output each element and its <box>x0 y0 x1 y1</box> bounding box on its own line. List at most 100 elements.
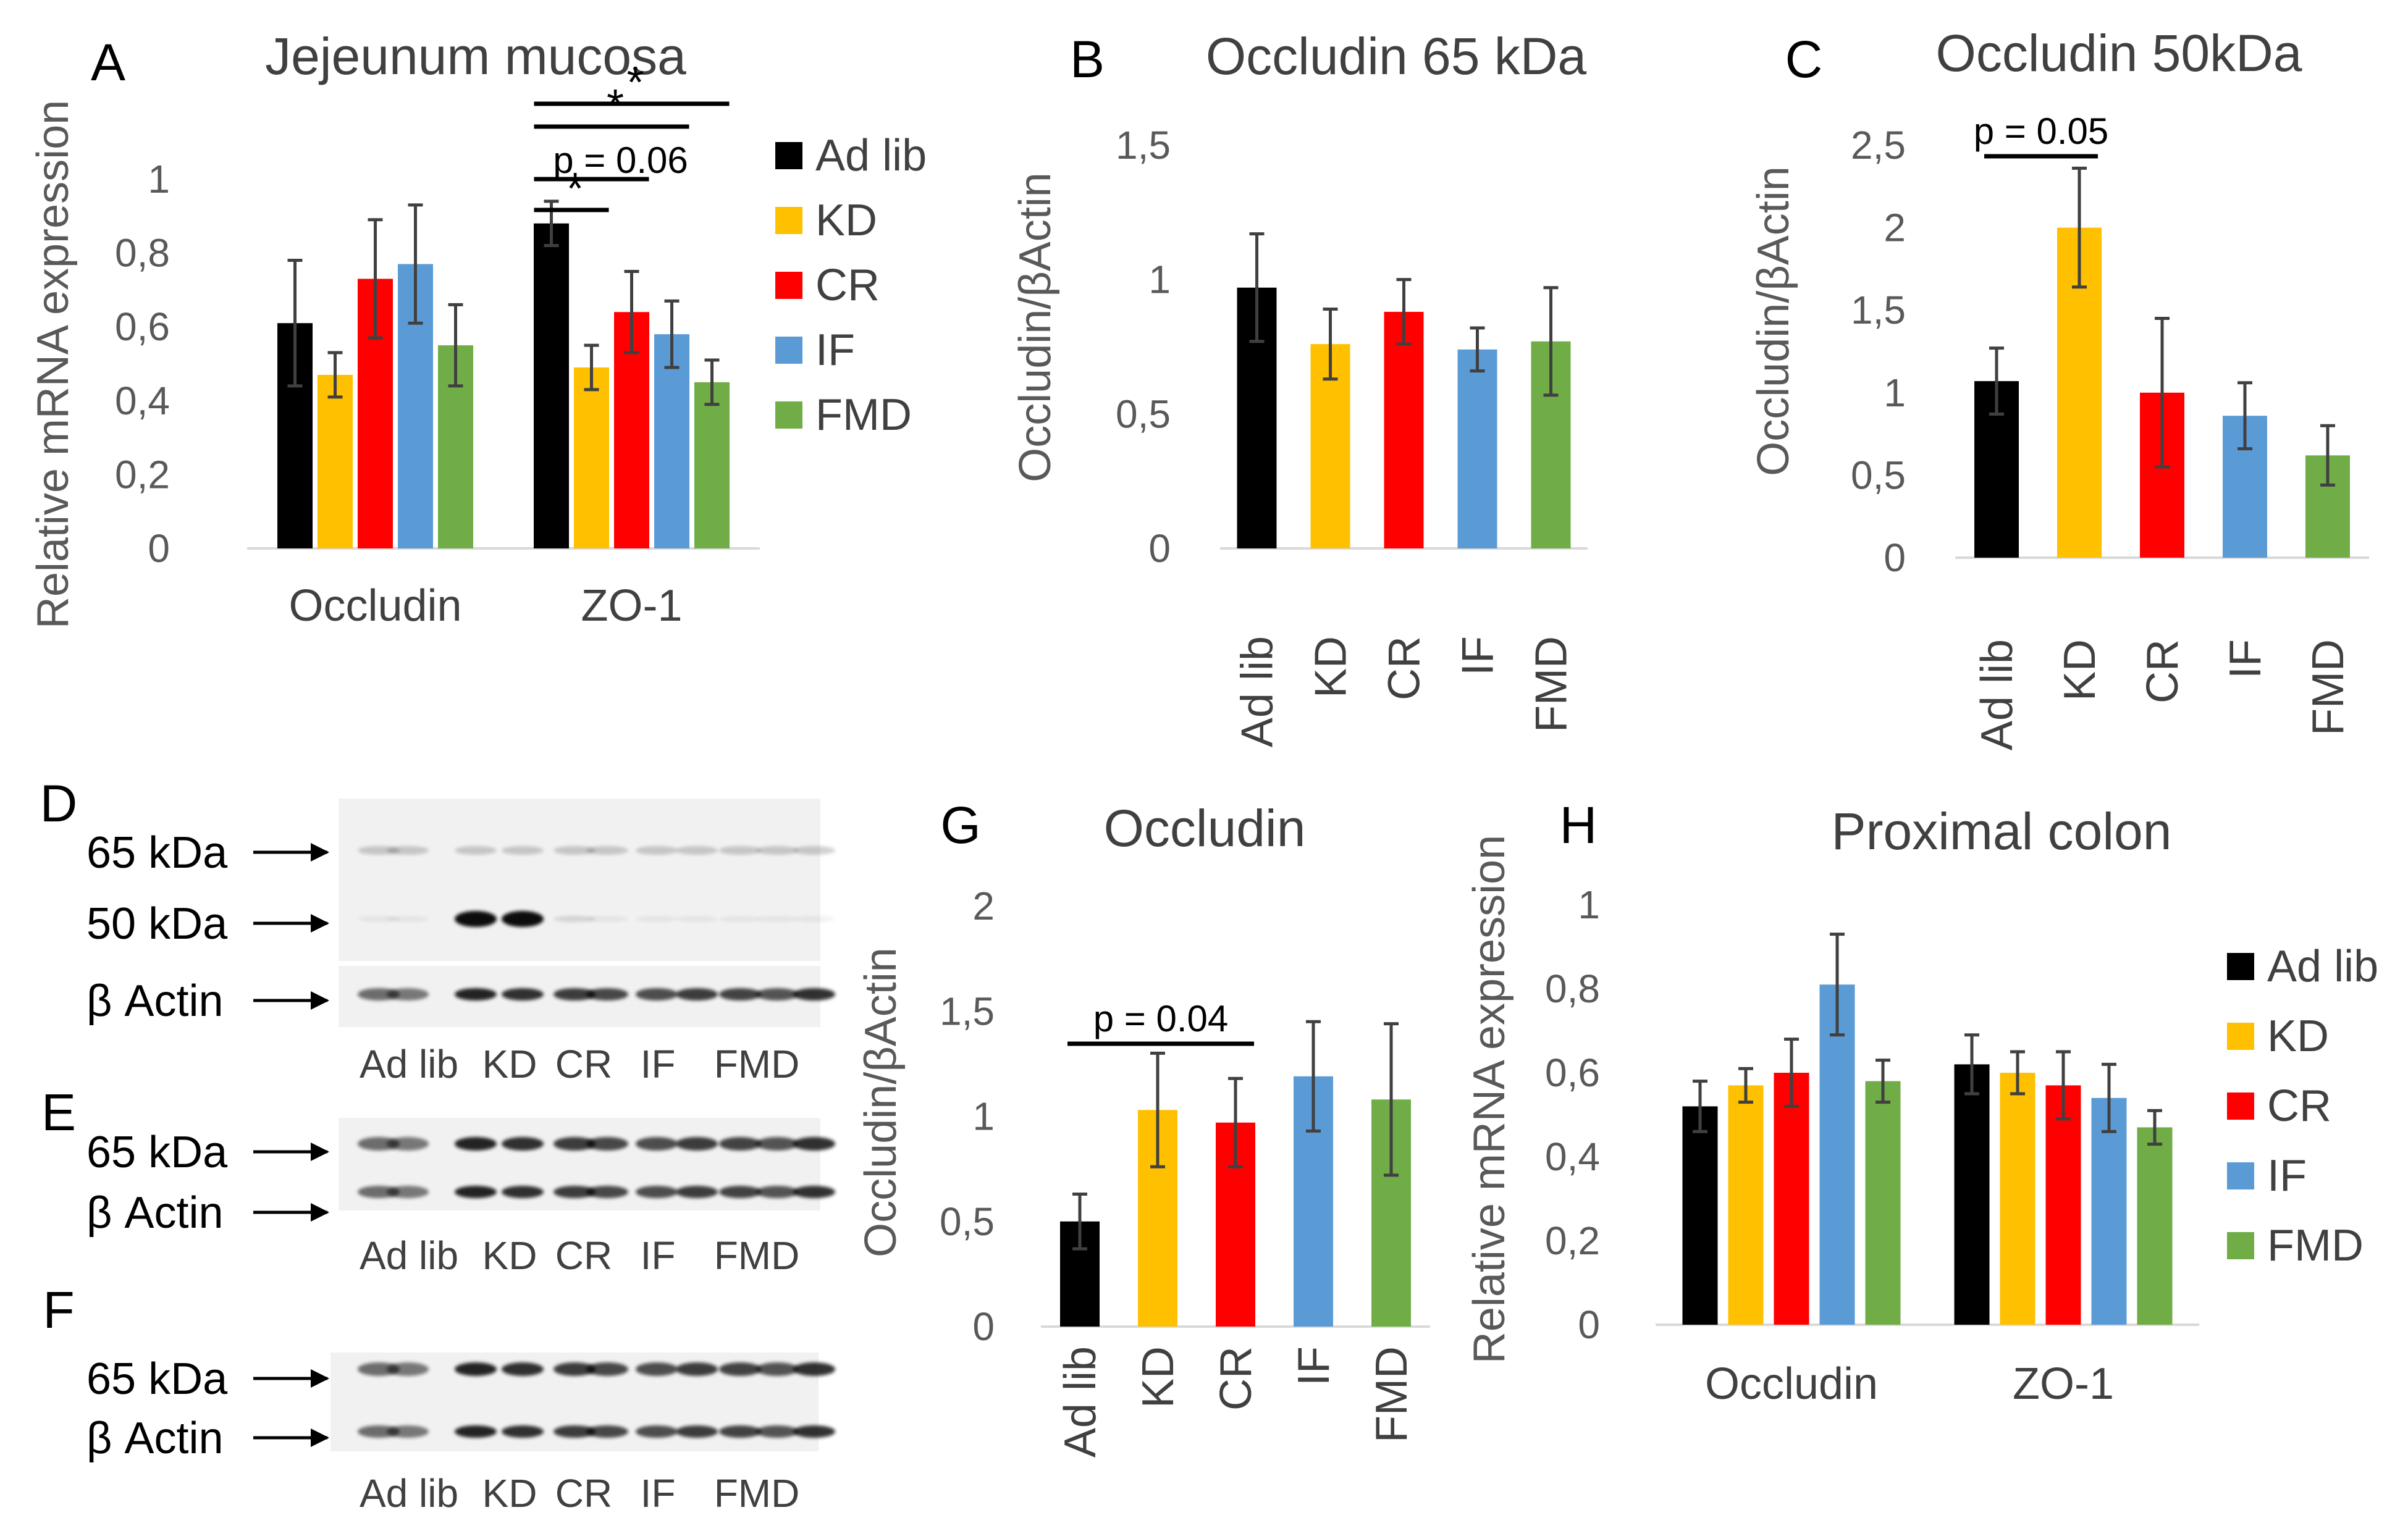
blot-band <box>455 911 497 927</box>
y-tick-label: 2,5 <box>1851 123 1906 167</box>
blot-band <box>719 916 761 922</box>
legend-swatch <box>2227 1162 2254 1189</box>
blot-band <box>554 988 596 1000</box>
bar-if <box>1819 984 1855 1325</box>
bar-kd <box>318 374 353 548</box>
blot-band <box>636 1425 678 1438</box>
blot-lane-label: Ad lib <box>360 1233 458 1278</box>
blot-band <box>502 1362 544 1376</box>
blot-band <box>793 1425 835 1438</box>
blot-band <box>676 846 718 855</box>
blot-D: D65 kDa 50 kDa β Actin Ad lib KD CR IF FMD <box>40 774 835 1086</box>
x-category-label: FMD <box>2304 639 2353 736</box>
significance-label: * <box>626 58 644 107</box>
legend-swatch <box>2227 1023 2254 1050</box>
bar-if <box>1457 349 1497 548</box>
panel-letter-H: H <box>1560 796 1598 854</box>
blot-band <box>793 1362 835 1376</box>
blot-row-label: β Actin <box>86 1414 223 1463</box>
chart-title: Occludin <box>1104 799 1306 857</box>
blot-band <box>455 846 497 855</box>
panel-letter-B: B <box>1070 30 1105 88</box>
x-category-label: Ad lib <box>1972 639 2022 750</box>
bar-ad-lib <box>1682 1106 1718 1325</box>
blot-band <box>502 1425 544 1438</box>
y-tick-label: 0 <box>1148 526 1171 571</box>
blot-lane-label: IF <box>641 1233 676 1278</box>
x-category-label: IF <box>2221 639 2270 679</box>
y-tick-label: 0 <box>1884 535 1906 580</box>
blot-band <box>358 1137 400 1151</box>
bar-cr <box>1774 1073 1809 1325</box>
panel-letter-A: A <box>91 33 125 91</box>
blot-band <box>719 1362 761 1376</box>
blot-band <box>455 1425 497 1438</box>
blot-band <box>586 1186 628 1198</box>
x-category-label: KD <box>1134 1346 1183 1408</box>
x-category-label: FMD <box>1527 636 1577 732</box>
blot-band <box>358 846 400 855</box>
panel-letter-F: F <box>43 1281 74 1339</box>
blot-band <box>554 1362 596 1376</box>
y-tick-label: 0,6 <box>115 304 170 349</box>
x-category-label: ZO-1 <box>581 581 682 631</box>
blot-row-label: β Actin <box>86 976 223 1026</box>
blot-band <box>719 1186 761 1198</box>
legend-swatch <box>775 207 802 234</box>
panel-B: B Occludin 65 kDa Occludin/βActin 0 0,5 1 1,5 A… <box>1011 27 1588 747</box>
blot-band <box>793 846 835 855</box>
blot-band <box>719 1425 761 1438</box>
x-category-label: KD <box>1307 636 1356 698</box>
y-tick-label: 1 <box>1884 371 1906 415</box>
blot-band <box>636 846 678 855</box>
blot-band <box>387 1186 429 1198</box>
significance-label: p = 0.06 <box>553 140 688 181</box>
y-tick-label: 1 <box>148 157 170 201</box>
blot-band <box>586 846 628 855</box>
blot-F: F65 kDa β Actin Ad lib KD CR IF FMD <box>43 1281 835 1516</box>
blot-band <box>358 1362 400 1376</box>
blot-band <box>502 988 544 1000</box>
blot-band <box>719 846 761 855</box>
significance-label: p = 0.05 <box>1974 111 2109 152</box>
bar-kd <box>1728 1085 1764 1325</box>
blot-lane-label: Ad lib <box>360 1042 458 1086</box>
significance-label: p = 0.04 <box>1093 998 1229 1039</box>
bar-fmd <box>1865 1081 1901 1325</box>
y-tick-label: 0,8 <box>1545 967 1600 1011</box>
bar-if <box>2091 1097 2127 1325</box>
blot-band <box>387 846 429 855</box>
blot-band <box>502 846 544 855</box>
x-category-label: Occludin <box>288 581 461 631</box>
blot-band <box>586 916 628 922</box>
legend-swatch <box>2227 953 2254 980</box>
bar-cr <box>1384 311 1424 548</box>
x-category-label: IF <box>1289 1346 1339 1386</box>
legend-label: IF <box>2267 1151 2307 1201</box>
blot-band <box>358 916 400 922</box>
bar-ad-lib <box>1954 1064 1990 1325</box>
bar-kd <box>574 367 609 548</box>
blot-band <box>636 988 678 1000</box>
bar-fmd <box>694 382 730 548</box>
bar-if <box>654 334 689 548</box>
panel-letter-E: E <box>41 1083 76 1141</box>
x-category-label: CR <box>2138 639 2187 703</box>
y-axis-label: Relative mRNA expression <box>1465 835 1514 1364</box>
legend-label: IF <box>815 325 855 375</box>
blot-band <box>455 1362 497 1376</box>
x-category-label: IF <box>1454 636 1503 676</box>
x-category-label: Ad lib <box>1233 636 1282 747</box>
blot-band <box>502 1186 544 1198</box>
blot-band <box>387 1137 429 1151</box>
legend-swatch <box>775 401 802 429</box>
blot-band <box>719 988 761 1000</box>
legend-label: CR <box>2267 1081 2331 1131</box>
blot-band <box>502 1137 544 1151</box>
blot-band <box>756 1186 798 1198</box>
blot-band <box>554 846 596 855</box>
blot-band <box>586 1425 628 1438</box>
y-tick-label: 0,5 <box>940 1199 995 1244</box>
legend-label: FMD <box>815 390 912 440</box>
